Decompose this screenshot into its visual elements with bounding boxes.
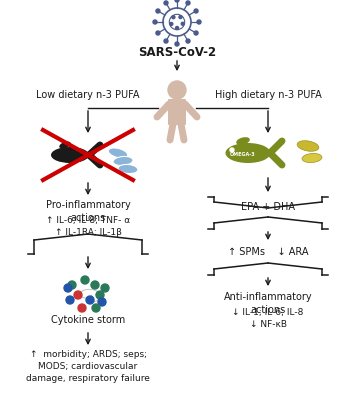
Circle shape [66,296,74,304]
Text: ↑ SPMs    ↓ ARA: ↑ SPMs ↓ ARA [228,247,308,257]
Circle shape [86,296,94,304]
Ellipse shape [225,143,270,163]
Text: High dietary n-3 PUFA: High dietary n-3 PUFA [215,90,321,100]
Circle shape [175,42,179,46]
Ellipse shape [297,141,319,151]
Circle shape [181,22,184,25]
Circle shape [92,304,100,312]
Circle shape [156,31,160,35]
Circle shape [101,284,109,292]
Circle shape [176,26,178,30]
Text: ↑  morbidity; ARDS; seps;
MODS; cardiovascular
damage, respiratory failure: ↑ morbidity; ARDS; seps; MODS; cardiovas… [26,350,150,383]
Ellipse shape [108,148,128,158]
Circle shape [168,81,186,99]
Circle shape [186,1,190,5]
Circle shape [78,304,86,312]
Circle shape [194,31,198,35]
Circle shape [64,284,72,292]
Circle shape [74,291,82,299]
Text: Anti-inflammatory
actions: Anti-inflammatory actions [224,292,312,315]
Circle shape [186,39,190,43]
Text: Low dietary n-3 PUFA: Low dietary n-3 PUFA [36,90,140,100]
Ellipse shape [118,164,138,174]
Circle shape [175,0,179,2]
Text: Pro-inflammatory
actions: Pro-inflammatory actions [46,200,130,223]
Ellipse shape [113,156,133,166]
Circle shape [194,9,198,13]
Ellipse shape [302,154,322,162]
Circle shape [96,291,104,299]
Circle shape [81,276,89,284]
Circle shape [164,39,168,43]
FancyBboxPatch shape [168,99,186,125]
Circle shape [197,20,201,24]
Text: ↓ IL-1; IL-6; IL-8
↓ NF-κB: ↓ IL-1; IL-6; IL-8 ↓ NF-κB [232,308,304,329]
Circle shape [98,298,106,306]
Text: Cytokine storm: Cytokine storm [51,315,125,325]
Circle shape [153,20,157,24]
Ellipse shape [236,137,250,145]
Ellipse shape [59,142,71,148]
Circle shape [170,22,173,25]
Text: EPA + DHA: EPA + DHA [241,202,295,212]
Circle shape [179,16,182,18]
Text: ↑ IL-6; IL-8; TNF- α
↑ IL-1RA; IL-1β: ↑ IL-6; IL-8; TNF- α ↑ IL-1RA; IL-1β [46,216,130,237]
Text: OMEGA-3: OMEGA-3 [230,152,256,156]
Circle shape [156,9,160,13]
Circle shape [91,281,99,289]
Circle shape [68,281,76,289]
Ellipse shape [51,147,89,163]
Circle shape [172,16,175,19]
Circle shape [230,148,234,152]
Text: SARS-CoV-2: SARS-CoV-2 [138,46,216,59]
Circle shape [164,1,168,5]
